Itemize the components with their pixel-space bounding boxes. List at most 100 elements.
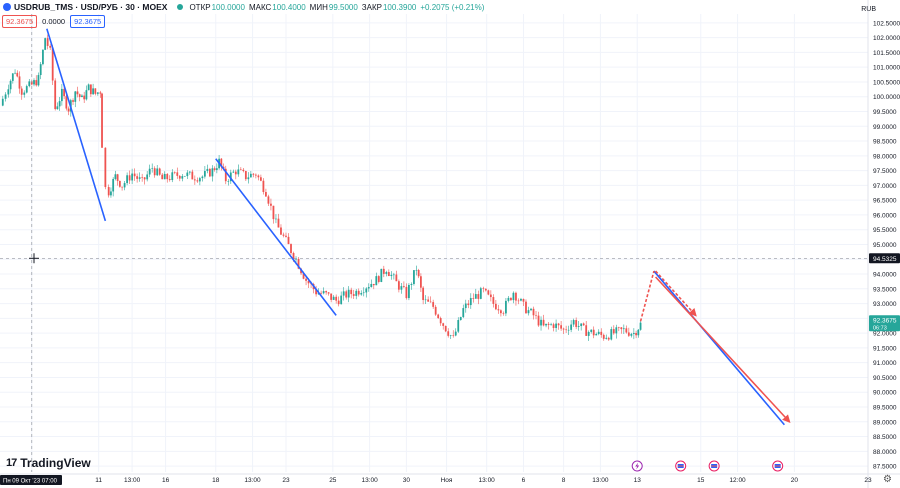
y-tick-label: 93.0000 (873, 301, 897, 308)
x-tick-label: 13:00 (244, 477, 261, 484)
candle-body (87, 84, 90, 91)
candle-body (327, 292, 330, 294)
candle-body (380, 268, 383, 282)
candle-body (507, 297, 510, 301)
candle-body (464, 303, 467, 309)
candle-body (454, 331, 457, 336)
candle-body (267, 196, 270, 204)
candle-body (557, 323, 560, 326)
candle-body (297, 258, 300, 269)
candle-body (427, 299, 430, 302)
candle-body (555, 323, 557, 328)
candle-body (607, 337, 610, 340)
candle-body (123, 183, 126, 188)
candle-body (510, 297, 512, 301)
candle-body (385, 272, 388, 274)
candle-body (630, 333, 633, 336)
trend-drawing-arrow (655, 276, 791, 423)
candle-body (477, 294, 480, 299)
x-tick-label: 11 (95, 477, 102, 484)
candle-body (405, 286, 408, 299)
candle-body (181, 176, 184, 179)
candle-body (287, 236, 290, 245)
candle-body (542, 319, 545, 326)
candle-body (163, 173, 166, 180)
tradingview-name: TradingView (20, 456, 91, 470)
candle-body (72, 100, 74, 102)
candle-body (110, 191, 112, 196)
candle-body (39, 64, 42, 76)
candle-body (76, 91, 79, 95)
tradingview-mark-icon: 17 (6, 457, 17, 469)
candle-body (492, 297, 495, 304)
candle-body (168, 179, 171, 181)
symbol-title[interactable]: USDRUB_TMS · USD/РУБ · 30 · MOEX (14, 2, 168, 12)
y-tick-label: 96.0000 (873, 212, 897, 219)
chart-header: USDRUB_TMS · USD/РУБ · 30 · MOEX ОТКР 10… (0, 0, 488, 14)
x-tick-label: 12:00 (729, 477, 746, 484)
x-tick-label: 20 (791, 477, 799, 484)
open-value: 100.0000 (211, 2, 245, 12)
candle-body (307, 280, 310, 284)
y-tick-label: 88.0000 (873, 449, 897, 456)
candle-body (104, 147, 107, 188)
candle-body (377, 276, 380, 282)
candle-body (49, 45, 52, 48)
trend-drawing-dashed (639, 270, 655, 322)
candle-body (417, 270, 420, 277)
candle-body (133, 173, 136, 177)
sell-button[interactable]: 92.3675 (2, 15, 38, 28)
candle-body (193, 179, 196, 181)
candle-body (400, 286, 403, 290)
candle-body (512, 292, 515, 301)
candle-body (612, 329, 615, 334)
candle-body (547, 323, 550, 325)
y-tick-label: 96.5000 (873, 198, 897, 205)
candle-body (237, 169, 240, 175)
candle-body (4, 94, 7, 99)
candle-body (257, 175, 260, 178)
candle-body (89, 84, 92, 95)
candle-body (141, 177, 144, 178)
candle-body (413, 270, 415, 285)
candle-body (432, 302, 435, 307)
x-tick-label: 18 (212, 477, 220, 484)
candle-body (515, 292, 517, 301)
buy-button[interactable]: 92.3675 (70, 15, 106, 28)
candle-body (439, 318, 442, 324)
crosshair-price-label: 94.5325 (873, 256, 897, 263)
candle-body (126, 175, 129, 184)
high-value: 100.4000 (272, 2, 306, 12)
candle-body (270, 203, 272, 206)
y-tick-label: 97.0000 (873, 183, 897, 190)
candle-body (277, 218, 280, 228)
candle-body (101, 93, 103, 148)
tradingview-logo[interactable]: 17 TradingView (6, 456, 91, 470)
currency-label[interactable]: RUB (861, 6, 876, 13)
candle-body (447, 331, 450, 336)
candle-body (617, 327, 620, 328)
candle-body (382, 268, 385, 274)
y-tick-label: 89.0000 (873, 419, 897, 426)
current-price-label: 92.3675 (873, 317, 897, 324)
chart-settings-icon[interactable]: ⚙ (883, 474, 892, 485)
candle-body (14, 72, 16, 74)
candle-body (198, 178, 201, 182)
candle-body (419, 276, 422, 288)
change-value: +0.2075 (+0.21%) (420, 2, 485, 12)
candle-body (467, 303, 470, 306)
candle-body (570, 324, 573, 330)
candle-body (499, 310, 502, 314)
candle-body (530, 308, 532, 311)
y-tick-label: 99.0000 (873, 124, 897, 131)
candle-body (375, 276, 378, 286)
y-tick-label: 92.0000 (873, 331, 897, 338)
candle-body (479, 288, 482, 299)
candle-body (42, 49, 44, 65)
y-tick-label: 98.5000 (873, 139, 897, 146)
close-label: ЗАКР (361, 2, 382, 12)
candle-body (600, 331, 603, 335)
candle-body (1, 98, 4, 106)
x-tick-label: 15 (697, 477, 705, 484)
